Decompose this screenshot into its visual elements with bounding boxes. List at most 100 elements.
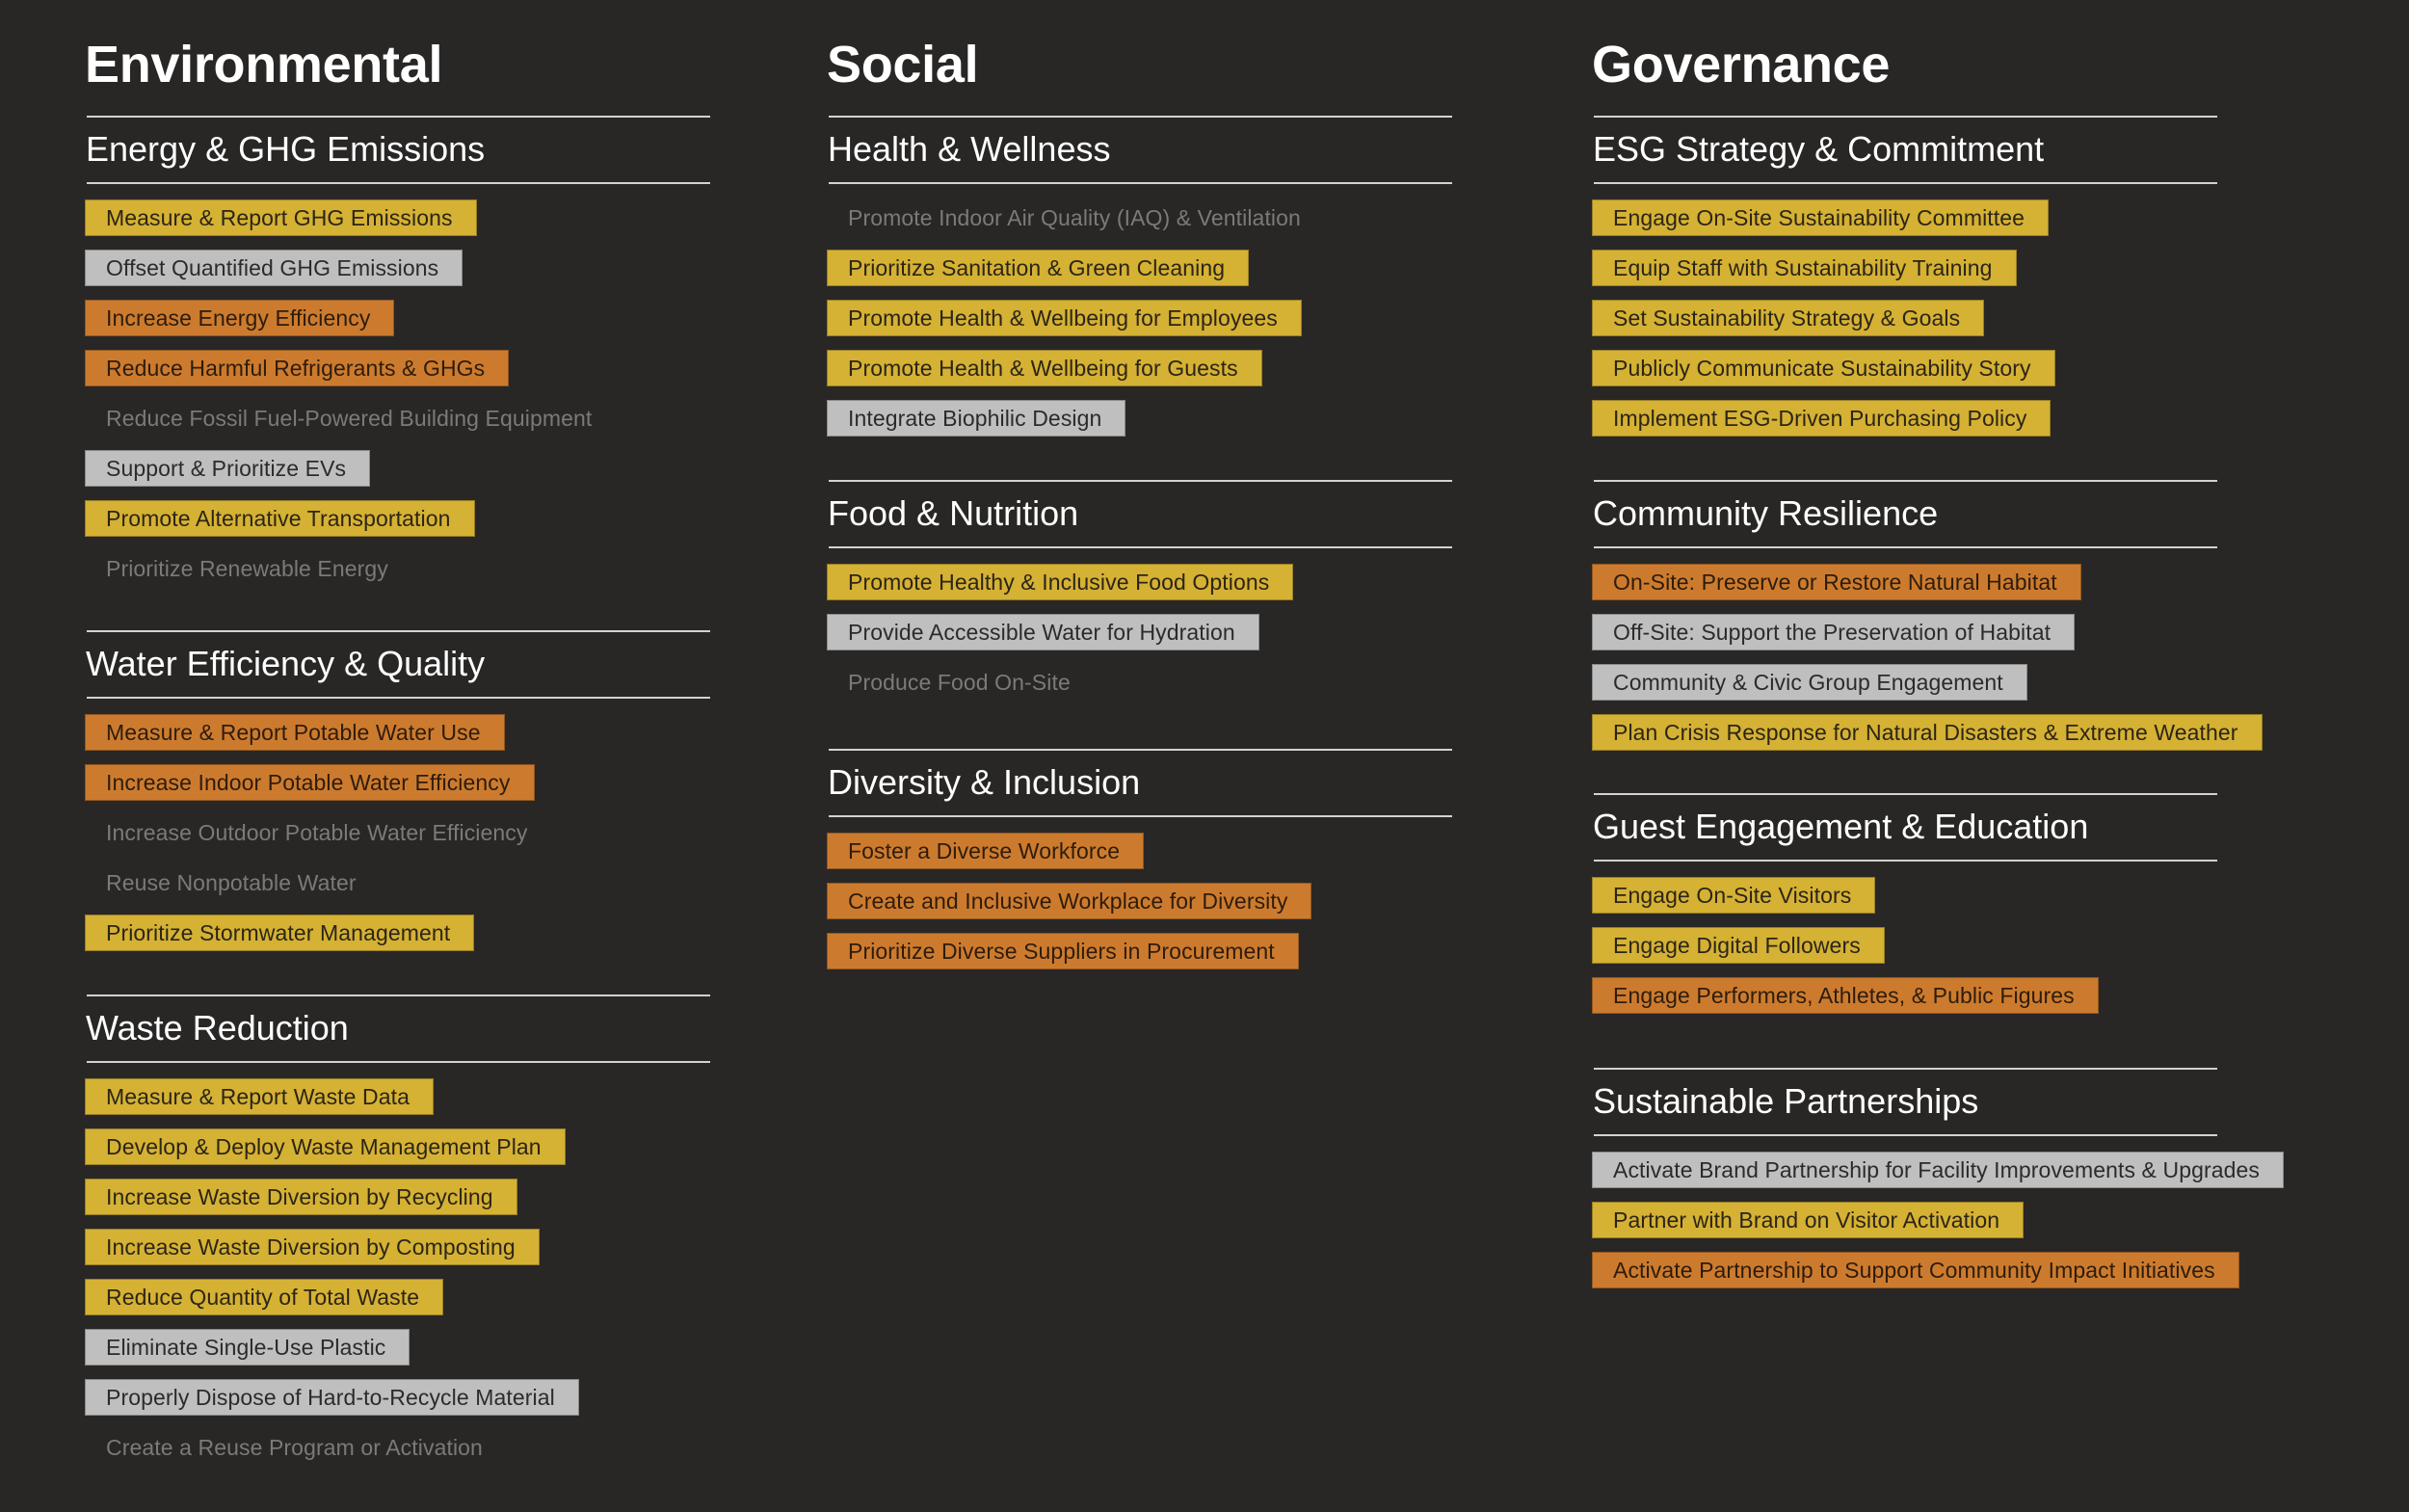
section-diversity-inclusion: Diversity & Inclusion Foster a Diverse Wo… xyxy=(827,749,1453,983)
initiative-tag-yellow[interactable]: Measure & Report Waste Data xyxy=(85,1078,435,1115)
initiative-tag-plain[interactable]: Reduce Fossil Fuel-Powered Building Equi… xyxy=(106,406,593,431)
initiative-tag-gray[interactable]: Eliminate Single-Use Plastic xyxy=(85,1329,410,1366)
initiative-tag-plain[interactable]: Produce Food On-Site xyxy=(848,670,1071,695)
initiative-item: Prioritize Sanitation & Green Cleaning xyxy=(827,250,1453,300)
section-divider-top xyxy=(1594,793,2217,795)
section-divider-bottom xyxy=(829,546,1452,548)
section-guest-engagement-education: Guest Engagement & Education Engage On-Si… xyxy=(1592,793,2218,1027)
initiative-tag-yellow[interactable]: Reduce Quantity of Total Waste xyxy=(85,1279,444,1315)
initiative-tag-yellow[interactable]: Promote Alternative Transportation xyxy=(85,500,475,537)
initiative-item: Increase Energy Efficiency xyxy=(85,300,711,350)
initiative-tag-plain[interactable]: Create a Reuse Program or Activation xyxy=(106,1435,483,1460)
initiative-item: On-Site: Preserve or Restore Natural Hab… xyxy=(1592,564,2218,614)
initiative-item: Plan Crisis Response for Natural Disaste… xyxy=(1592,714,2263,764)
initiative-item: Promote Health & Wellbeing for Employees xyxy=(827,300,1453,350)
initiative-tag-yellow[interactable]: Promote Healthy & Inclusive Food Options xyxy=(827,564,1294,600)
initiative-tag-orange[interactable]: Create and Inclusive Workplace for Diver… xyxy=(827,883,1312,919)
initiative-tag-yellow[interactable]: Engage On-Site Visitors xyxy=(1592,877,1876,914)
initiative-item: Offset Quantified GHG Emissions xyxy=(85,250,711,300)
initiative-tag-yellow[interactable]: Implement ESG-Driven Purchasing Policy xyxy=(1592,400,2052,437)
initiative-item: Partner with Brand on Visitor Activation xyxy=(1592,1202,2218,1252)
column-title: Social xyxy=(827,36,979,93)
initiative-item: Develop & Deploy Waste Management Plan xyxy=(85,1128,711,1179)
section-heading: Community Resilience xyxy=(1593,493,1939,533)
initiative-item: Properly Dispose of Hard-to-Recycle Mate… xyxy=(85,1379,711,1429)
initiative-list: Measure & Report GHG Emissions Offset Qua… xyxy=(85,184,711,600)
section-heading: Food & Nutrition xyxy=(828,493,1079,533)
section-divider-top xyxy=(87,630,710,632)
initiative-item: Community & Civic Group Engagement xyxy=(1592,664,2218,714)
initiative-item: Promote Alternative Transportation xyxy=(85,500,711,550)
initiative-tag-yellow[interactable]: Measure & Report GHG Emissions xyxy=(85,199,477,236)
initiative-item: Engage Digital Followers xyxy=(1592,927,2218,977)
initiative-tag-yellow[interactable]: Engage On-Site Sustainability Committee xyxy=(1592,199,2050,236)
initiative-tag-orange[interactable]: Measure & Report Potable Water Use xyxy=(85,714,505,751)
section-heading: Diversity & Inclusion xyxy=(828,762,1141,802)
section-divider-top xyxy=(829,749,1452,751)
initiative-tag-yellow[interactable]: Equip Staff with Sustainability Training xyxy=(1592,250,2017,286)
initiative-tag-gray[interactable]: Provide Accessible Water for Hydration xyxy=(827,614,1259,650)
section-energy-ghg-emissions: Energy & GHG Emissions Measure & Report G… xyxy=(85,116,711,600)
initiative-tag-plain[interactable]: Increase Outdoor Potable Water Efficienc… xyxy=(106,820,528,845)
initiative-tag-yellow[interactable]: Prioritize Stormwater Management xyxy=(85,915,475,951)
initiative-item: Promote Indoor Air Quality (IAQ) & Venti… xyxy=(827,199,1453,250)
initiative-tag-gray[interactable]: Off-Site: Support the Preservation of Ha… xyxy=(1592,614,2076,650)
section-divider-top xyxy=(829,480,1452,482)
initiative-item: Measure & Report GHG Emissions xyxy=(85,199,711,250)
initiative-list: Promote Healthy & Inclusive Food Options… xyxy=(827,548,1453,714)
initiative-tag-yellow[interactable]: Engage Digital Followers xyxy=(1592,927,1885,964)
initiative-tag-plain[interactable]: Promote Indoor Air Quality (IAQ) & Venti… xyxy=(848,205,1301,230)
initiative-item: Reduce Harmful Refrigerants & GHGs xyxy=(85,350,711,400)
initiative-tag-yellow[interactable]: Increase Waste Diversion by Composting xyxy=(85,1229,540,1265)
section-divider-top xyxy=(87,995,710,996)
section-food-nutrition: Food & Nutrition Promote Healthy & Inclus… xyxy=(827,480,1453,714)
section-heading: Health & Wellness xyxy=(828,129,1111,169)
initiative-item: Reduce Quantity of Total Waste xyxy=(85,1279,711,1329)
section-sustainable-partnerships: Sustainable Partnerships Activate Brand P… xyxy=(1592,1068,2285,1302)
initiative-tag-yellow[interactable]: Partner with Brand on Visitor Activation xyxy=(1592,1202,2025,1238)
initiative-tag-gray[interactable]: Properly Dispose of Hard-to-Recycle Mate… xyxy=(85,1379,579,1416)
section-community-resilience: Community Resilience On-Site: Preserve or… xyxy=(1592,480,2263,764)
initiative-tag-orange[interactable]: Prioritize Diverse Suppliers in Procurem… xyxy=(827,933,1299,969)
initiative-tag-gray[interactable]: Offset Quantified GHG Emissions xyxy=(85,250,463,286)
initiative-list: Promote Indoor Air Quality (IAQ) & Venti… xyxy=(827,184,1453,450)
initiative-list: Foster a Diverse Workforce Create and Inc… xyxy=(827,817,1453,983)
initiative-item: Set Sustainability Strategy & Goals xyxy=(1592,300,2218,350)
initiative-tag-gray[interactable]: Community & Civic Group Engagement xyxy=(1592,664,2027,701)
initiative-tag-yellow[interactable]: Promote Health & Wellbeing for Guests xyxy=(827,350,1262,386)
initiative-item: Eliminate Single-Use Plastic xyxy=(85,1329,711,1379)
initiative-item: Off-Site: Support the Preservation of Ha… xyxy=(1592,614,2218,664)
initiative-item: Create a Reuse Program or Activation xyxy=(85,1429,711,1479)
initiative-item: Engage On-Site Visitors xyxy=(1592,877,2218,927)
initiative-tag-yellow[interactable]: Plan Crisis Response for Natural Disaste… xyxy=(1592,714,2263,751)
initiative-tag-yellow[interactable]: Prioritize Sanitation & Green Cleaning xyxy=(827,250,1250,286)
initiative-item: Activate Brand Partnership for Facility … xyxy=(1592,1152,2285,1202)
section-heading: Waste Reduction xyxy=(86,1008,349,1048)
section-heading: Energy & GHG Emissions xyxy=(86,129,486,169)
section-divider-bottom xyxy=(829,815,1452,817)
initiative-list: Activate Brand Partnership for Facility … xyxy=(1592,1136,2285,1302)
initiative-tag-yellow[interactable]: Increase Waste Diversion by Recycling xyxy=(85,1179,517,1215)
initiative-item: Activate Partnership to Support Communit… xyxy=(1592,1252,2239,1302)
initiative-tag-yellow[interactable]: Publicly Communicate Sustainability Stor… xyxy=(1592,350,2055,386)
initiative-tag-orange[interactable]: Increase Energy Efficiency xyxy=(85,300,395,336)
section-divider-bottom xyxy=(87,697,710,699)
initiative-tag-orange[interactable]: On-Site: Preserve or Restore Natural Hab… xyxy=(1592,564,2081,600)
initiative-tag-yellow[interactable]: Promote Health & Wellbeing for Employees xyxy=(827,300,1302,336)
section-waste-reduction: Waste Reduction Measure & Report Waste Da… xyxy=(85,995,711,1479)
initiative-tag-plain[interactable]: Prioritize Renewable Energy xyxy=(106,556,388,581)
initiative-tag-orange[interactable]: Engage Performers, Athletes, & Public Fi… xyxy=(1592,977,2099,1014)
initiative-tag-orange[interactable]: Activate Partnership to Support Communit… xyxy=(1592,1252,2239,1288)
initiative-item: Engage On-Site Sustainability Committee xyxy=(1592,199,2218,250)
initiative-tag-gray[interactable]: Activate Brand Partnership for Facility … xyxy=(1592,1152,2285,1188)
initiative-tag-gray[interactable]: Integrate Biophilic Design xyxy=(827,400,1126,437)
initiative-tag-yellow[interactable]: Set Sustainability Strategy & Goals xyxy=(1592,300,1985,336)
initiative-tag-plain[interactable]: Reuse Nonpotable Water xyxy=(106,870,357,895)
initiative-tag-orange[interactable]: Foster a Diverse Workforce xyxy=(827,833,1145,869)
initiative-tag-gray[interactable]: Support & Prioritize EVs xyxy=(85,450,371,487)
initiative-tag-orange[interactable]: Reduce Harmful Refrigerants & GHGs xyxy=(85,350,510,386)
section-heading: ESG Strategy & Commitment xyxy=(1593,129,2045,169)
column-title: Governance xyxy=(1592,36,1891,93)
initiative-tag-orange[interactable]: Increase Indoor Potable Water Efficiency xyxy=(85,764,535,801)
initiative-tag-yellow[interactable]: Develop & Deploy Waste Management Plan xyxy=(85,1128,566,1165)
